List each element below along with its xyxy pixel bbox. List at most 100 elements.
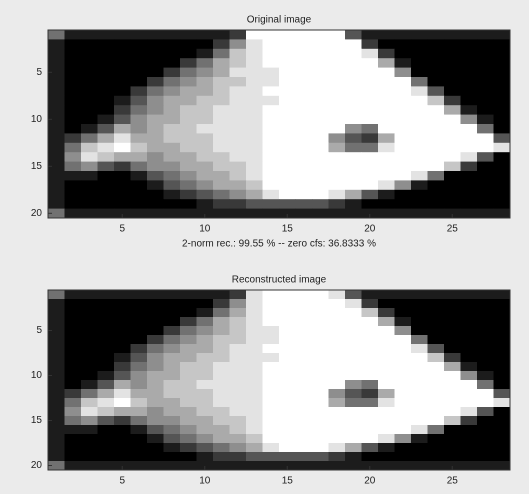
pixel bbox=[428, 362, 445, 371]
pixel bbox=[477, 335, 494, 344]
pixel bbox=[345, 115, 362, 125]
pixel bbox=[180, 209, 197, 219]
pixel bbox=[147, 371, 164, 380]
pixel bbox=[263, 461, 280, 470]
pixel bbox=[296, 68, 313, 78]
pixel bbox=[494, 162, 511, 172]
pixel bbox=[395, 416, 412, 425]
pixel bbox=[230, 290, 247, 299]
pixel bbox=[98, 380, 115, 389]
pixel bbox=[246, 317, 263, 326]
pixel bbox=[411, 162, 428, 172]
pixel bbox=[345, 190, 362, 200]
pixel bbox=[362, 39, 379, 49]
pixel bbox=[411, 199, 428, 209]
pixel bbox=[345, 162, 362, 172]
pixel bbox=[230, 425, 247, 434]
pixel bbox=[296, 380, 313, 389]
pixel bbox=[362, 416, 379, 425]
pixel bbox=[329, 353, 346, 362]
pixel bbox=[362, 190, 379, 200]
pixel bbox=[197, 77, 214, 87]
pixel bbox=[98, 105, 115, 115]
pixel bbox=[246, 461, 263, 470]
pixel bbox=[279, 190, 296, 200]
pixel bbox=[329, 152, 346, 162]
pixel bbox=[378, 162, 395, 172]
pixel bbox=[114, 49, 131, 59]
pixel bbox=[197, 299, 214, 308]
pixel bbox=[114, 380, 131, 389]
pixel bbox=[362, 115, 379, 125]
pixel bbox=[378, 39, 395, 49]
pixel bbox=[246, 389, 263, 398]
pixel bbox=[296, 443, 313, 452]
pixel bbox=[345, 68, 362, 78]
pixel bbox=[263, 434, 280, 443]
pixel bbox=[180, 434, 197, 443]
pixel bbox=[164, 299, 181, 308]
pixel bbox=[395, 58, 412, 68]
pixel bbox=[477, 143, 494, 153]
pixel bbox=[230, 461, 247, 470]
pixel bbox=[164, 443, 181, 452]
pixel bbox=[114, 190, 131, 200]
pixel bbox=[180, 344, 197, 353]
pixel bbox=[345, 86, 362, 96]
pixel bbox=[213, 452, 230, 461]
pixel bbox=[444, 380, 461, 389]
pixel bbox=[230, 416, 247, 425]
pixel bbox=[164, 209, 181, 219]
pixel bbox=[345, 152, 362, 162]
pixel bbox=[477, 58, 494, 68]
pixel bbox=[345, 443, 362, 452]
pixel bbox=[362, 398, 379, 407]
pixel bbox=[65, 371, 82, 380]
pixel bbox=[246, 443, 263, 452]
pixel bbox=[213, 416, 230, 425]
pixel bbox=[230, 86, 247, 96]
pixel bbox=[362, 380, 379, 389]
pixel bbox=[197, 344, 214, 353]
pixel bbox=[230, 308, 247, 317]
pixel bbox=[494, 398, 511, 407]
pixel bbox=[444, 443, 461, 452]
pixel bbox=[461, 452, 478, 461]
pixel bbox=[65, 190, 82, 200]
pixel bbox=[180, 143, 197, 153]
pixel bbox=[81, 209, 98, 219]
pixel bbox=[279, 86, 296, 96]
pixel bbox=[263, 105, 280, 115]
pixel bbox=[296, 124, 313, 134]
pixel bbox=[362, 452, 379, 461]
pixel bbox=[477, 407, 494, 416]
pixel bbox=[477, 105, 494, 115]
pixel bbox=[461, 86, 478, 96]
pixel bbox=[444, 86, 461, 96]
pixel bbox=[131, 353, 148, 362]
pixel bbox=[164, 434, 181, 443]
pixel bbox=[180, 371, 197, 380]
pixel bbox=[246, 326, 263, 335]
pixel bbox=[263, 209, 280, 219]
pixel bbox=[114, 326, 131, 335]
pixel bbox=[48, 77, 65, 87]
pixel bbox=[131, 317, 148, 326]
pixel bbox=[246, 398, 263, 407]
pixel bbox=[197, 443, 214, 452]
pixel bbox=[461, 299, 478, 308]
pixel bbox=[147, 452, 164, 461]
pixel bbox=[378, 452, 395, 461]
pixel bbox=[477, 124, 494, 134]
pixel bbox=[65, 49, 82, 59]
axes-title: Original image bbox=[247, 15, 312, 26]
pixel bbox=[147, 115, 164, 125]
x-axis-label: 2-norm rec.: 99.55 % -- zero cfs: 36.833… bbox=[182, 239, 376, 250]
x-tick-label: 20 bbox=[364, 224, 376, 235]
pixel bbox=[312, 105, 329, 115]
pixel bbox=[98, 171, 115, 181]
pixel bbox=[98, 398, 115, 407]
pixel bbox=[329, 389, 346, 398]
pixel bbox=[477, 39, 494, 49]
pixel bbox=[296, 326, 313, 335]
